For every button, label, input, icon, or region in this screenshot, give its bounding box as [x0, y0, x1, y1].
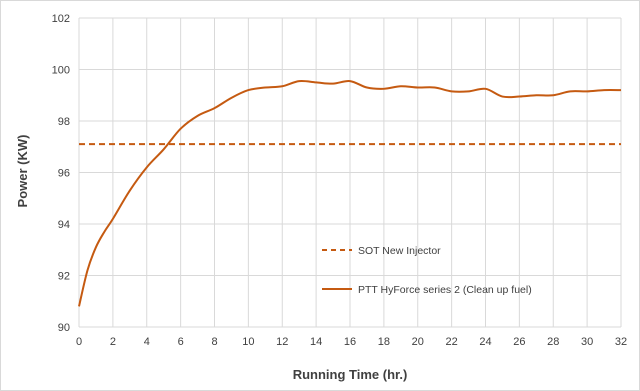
y-tick-label: 92	[58, 271, 70, 283]
x-tick-label: 18	[378, 336, 390, 348]
x-tick-label: 26	[513, 336, 525, 348]
legend-label-sot-new-injector: SOT New Injector	[358, 245, 441, 257]
y-tick-label: 90	[58, 322, 70, 334]
y-tick-label: 94	[58, 219, 70, 231]
grid-layer	[78, 17, 622, 328]
x-tick-label: 4	[144, 336, 150, 348]
x-tick-label: 14	[310, 336, 322, 348]
y-tick-label: 98	[58, 116, 70, 128]
y-tick-label: 100	[52, 65, 70, 77]
x-tick-label: 32	[615, 336, 627, 348]
x-tick-label: 24	[479, 336, 491, 348]
x-tick-label: 0	[76, 336, 82, 348]
legend-label-ptt-hyforce: PTT HyForce series 2 (Clean up fuel)	[358, 284, 532, 296]
y-tick-label: 102	[52, 13, 70, 25]
x-tick-label: 20	[412, 336, 424, 348]
y-axis-title: Power (KW)	[15, 135, 30, 208]
x-tick-label: 8	[211, 336, 217, 348]
y-tick-label: 96	[58, 168, 70, 180]
legend: SOT New Injector PTT HyForce series 2 (C…	[322, 245, 532, 296]
x-tick-label: 16	[344, 336, 356, 348]
series-line-ptt-hyforce	[78, 79, 622, 307]
x-tick-label: 30	[581, 336, 593, 348]
x-axis-title: Running Time (hr.)	[293, 367, 408, 382]
x-tick-label: 28	[547, 336, 559, 348]
x-tick-label: 6	[178, 336, 184, 348]
x-tick-label: 10	[242, 336, 254, 348]
x-tick-label: 2	[110, 336, 116, 348]
series-layer	[78, 79, 622, 307]
x-tick-label: 12	[276, 336, 288, 348]
x-tick-label: 22	[446, 336, 458, 348]
